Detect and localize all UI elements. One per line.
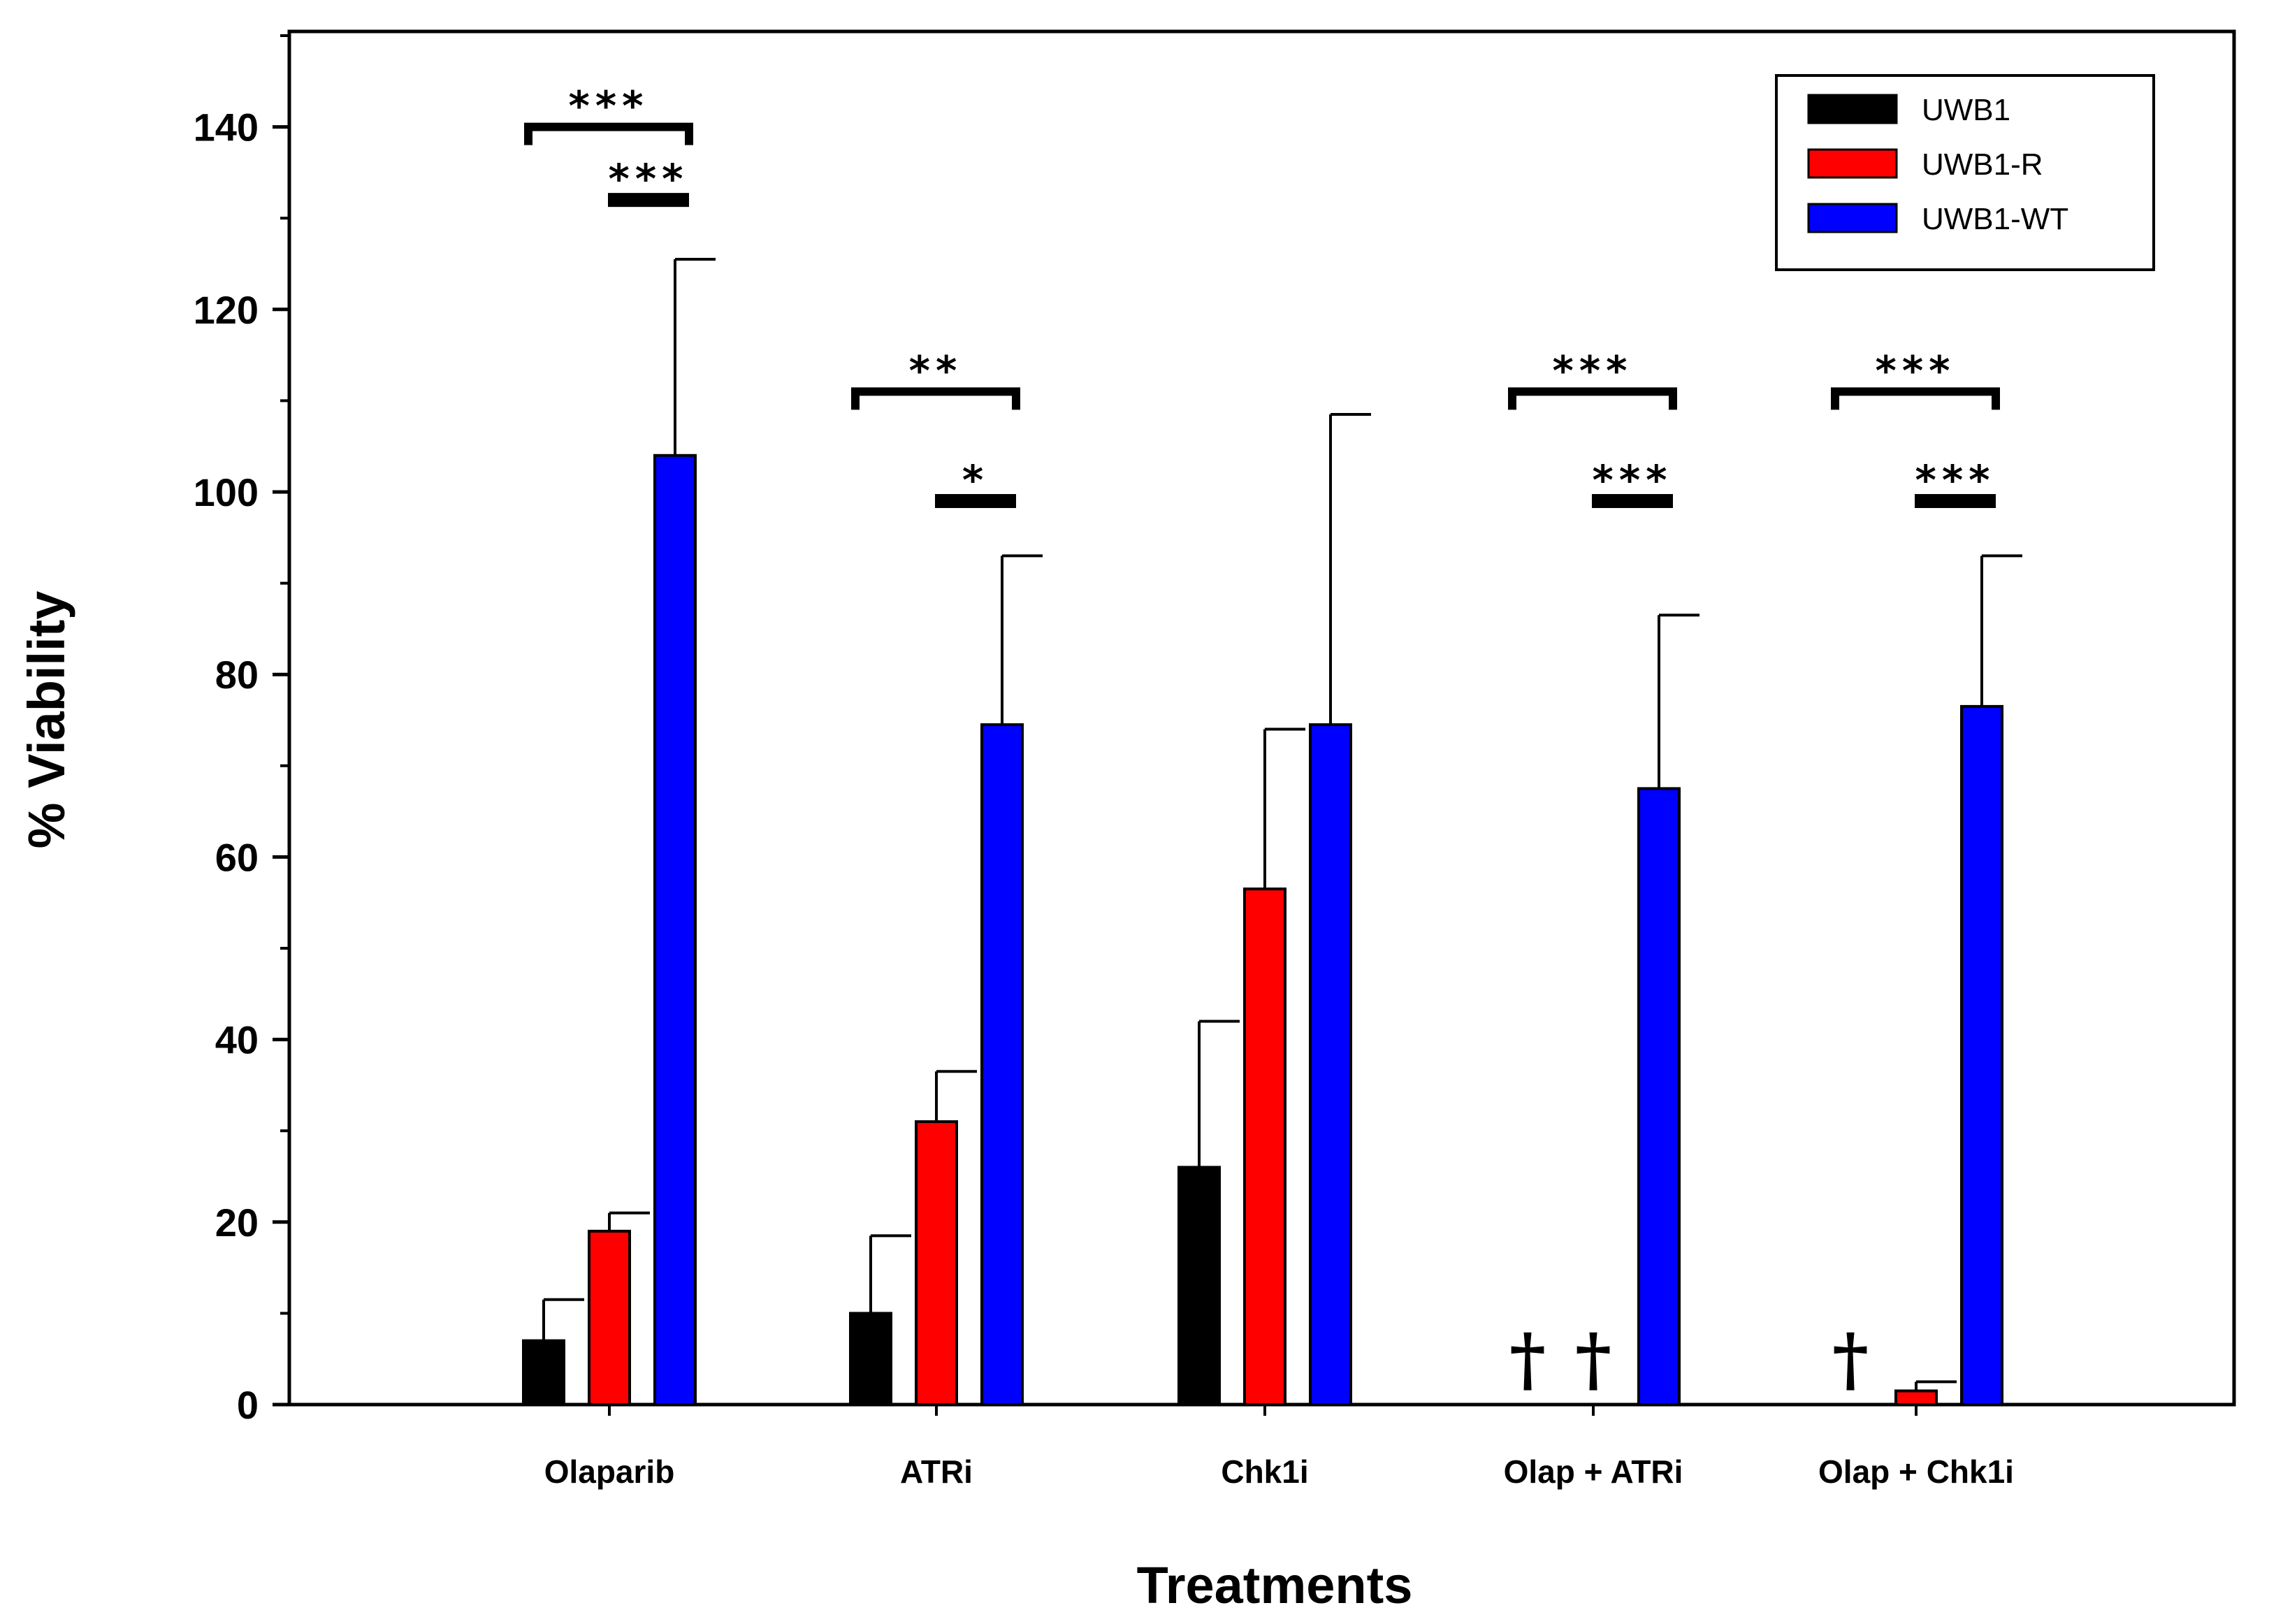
significance-label: *** [1553,347,1633,394]
bar-uwb1-wt-3 [1637,787,1681,1406]
y-tick-label: 20 [215,1201,259,1245]
legend-swatch-uwb1 [1807,94,1898,124]
bar-uwb1-wt-4 [1960,704,2003,1406]
x-category-label: Olaparib [544,1453,675,1490]
y-axis: 0 20 40 60 80 100 120 140 [194,34,289,1427]
significance-label: *** [1593,456,1673,504]
bar-uwb1-wt-0 [653,454,697,1406]
significance-bracket [1831,387,2000,410]
legend-swatch-uwb1-r [1807,148,1898,179]
x-category-label: ATRi [900,1453,973,1490]
legend-swatch-uwb1-wt [1807,203,1898,233]
x-axis: Olaparib ATRi Chk1i Olap + ATRi Olap + Chk1i [544,1405,2014,1490]
x-axis-title: Treatments [1137,1556,1413,1614]
dagger-marker: † [1509,1318,1546,1400]
y-tick-label: 40 [215,1018,259,1062]
bars [522,454,2003,1407]
significance-bracket [524,122,693,145]
significance-label: *** [1915,456,1996,504]
bar-uwb1-r-4 [1894,1389,1938,1407]
dagger-markers: † † † [1509,1318,1869,1400]
dagger-marker: † [1575,1318,1611,1400]
bar-uwb1-0 [522,1339,565,1406]
significance-label: *** [569,82,649,130]
bar-uwb1-r-2 [1243,887,1286,1406]
significance-label: ** [909,347,963,394]
bar-uwb1-2 [1177,1166,1221,1406]
bar-uwb1-wt-1 [980,723,1024,1406]
y-tick-label: 80 [215,653,259,697]
y-tick-label: 120 [194,288,259,332]
bar-uwb1-wt-2 [1309,723,1352,1406]
dagger-marker: † [1832,1318,1869,1400]
y-tick-label: 60 [215,835,259,879]
bar-uwb1-r-0 [588,1229,631,1406]
x-category-label: Chk1i [1221,1453,1308,1490]
legend: UWB1 UWB1-R UWB1-WT [1775,74,2155,271]
bar-uwb1-r-1 [915,1120,958,1406]
error-bars [542,257,2022,1391]
significance-bracket [1508,387,1677,410]
y-tick-label: 140 [194,106,259,150]
x-category-label: Olap + ATRi [1504,1453,1683,1490]
significance-label: * [962,456,989,504]
significance-annotations: ********************* [524,82,2000,509]
significance-bracket [851,387,1020,410]
y-axis-title: % Viability [17,591,75,849]
bar-uwb1-1 [849,1312,892,1407]
legend-label: UWB1 [1922,93,2010,127]
legend-label: UWB1-WT [1922,202,2068,236]
significance-label: *** [609,155,689,203]
legend-label: UWB1-R [1922,147,2043,182]
x-category-label: Olap + Chk1i [1818,1453,2014,1490]
significance-label: *** [1876,347,1956,394]
y-tick-label: 100 [194,470,259,514]
y-tick-label: 0 [237,1383,259,1427]
